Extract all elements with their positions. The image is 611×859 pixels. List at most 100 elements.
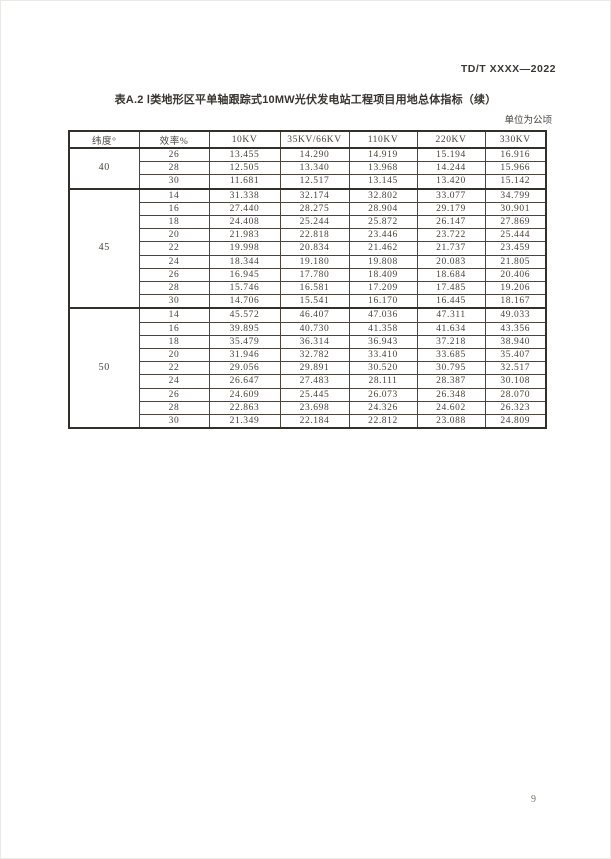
- indicator-value-cell: 26.323: [484, 400, 547, 416]
- efficiency-cell: 20: [138, 348, 210, 363]
- indicator-value-cell: 29.891: [279, 361, 350, 376]
- indicator-value-cell: 25.872: [348, 215, 418, 230]
- column-header: 220KV: [416, 130, 486, 149]
- table-row: 26 24.609 25.445 26.073 26.348 28.070: [69, 387, 547, 402]
- indicator-value-cell: 24.326: [348, 400, 418, 416]
- indicator-value-cell: 36.943: [348, 334, 418, 350]
- indicator-value-cell: 27.483: [279, 374, 350, 389]
- efficiency-cell: 30: [138, 174, 210, 190]
- indicator-value-cell: 18.409: [348, 267, 418, 283]
- indicator-value-cell: 40.730: [279, 321, 350, 336]
- indicator-value-cell: 32.802: [348, 187, 418, 203]
- indicator-value-cell: 22.818: [279, 228, 350, 243]
- table-row: 28 22.863 23.698 24.326 24.602 26.323: [69, 400, 547, 416]
- indicator-value-cell: 30.108: [484, 374, 547, 389]
- indicator-value-cell: 47.311: [416, 307, 486, 323]
- table-title: 表A.2 Ⅰ类地形区平单轴跟踪式10MW光伏发电站工程项目用地总体指标（续）: [114, 94, 497, 106]
- column-header: 330KV: [484, 130, 547, 149]
- indicator-table: 纬度° 效率% 10KV 35KV/66KV 110KV 220KV 330KV 40 26 1…: [68, 130, 547, 430]
- indicator-value-cell: 17.485: [416, 281, 486, 296]
- indicator-value-cell: 22.863: [208, 400, 281, 416]
- indicator-value-cell: 19.998: [208, 241, 281, 256]
- table-row: 18 24.408 25.244 25.872 26.147 27.869: [69, 215, 547, 230]
- indicator-value-cell: 45.572: [208, 307, 281, 323]
- column-header: 110KV: [348, 130, 418, 149]
- table-row: 30 11.681 12.517 13.145 13.420 15.142: [69, 174, 547, 190]
- indicator-value-cell: 16.170: [348, 294, 418, 309]
- efficiency-cell: 28: [138, 161, 210, 176]
- indicator-value-cell: 22.812: [348, 414, 418, 429]
- indicator-value-cell: 14.919: [348, 147, 418, 163]
- indicator-value-cell: 20.406: [484, 267, 547, 283]
- indicator-value-cell: 14.706: [208, 294, 281, 309]
- indicator-value-cell: 28.275: [279, 201, 350, 217]
- efficiency-cell: 14: [138, 187, 210, 203]
- indicator-value-cell: 19.206: [484, 281, 547, 296]
- indicator-value-cell: 26.348: [416, 387, 486, 402]
- efficiency-cell: 26: [138, 267, 210, 283]
- indicator-value-cell: 17.780: [279, 267, 350, 283]
- indicator-value-cell: 21.737: [416, 241, 486, 256]
- latitude-cell: 40: [68, 147, 140, 190]
- table-row: 28 12.505 13.340 13.968 14.244 15.966: [69, 161, 547, 176]
- indicator-value-cell: 25.244: [279, 215, 350, 230]
- indicator-value-cell: 23.459: [484, 241, 547, 256]
- indicator-value-cell: 16.945: [208, 267, 281, 283]
- table-row: 24 18.344 19.180 19.808 20.083 21.805: [69, 254, 547, 269]
- indicator-value-cell: 35.479: [208, 334, 281, 350]
- indicator-value-cell: 20.083: [416, 254, 486, 269]
- indicator-value-cell: 26.073: [348, 387, 418, 402]
- efficiency-cell: 28: [138, 400, 210, 416]
- efficiency-cell: 24: [138, 374, 210, 389]
- document-code: TD/T XXXX—2022: [460, 63, 556, 75]
- indicator-value-cell: 18.344: [208, 254, 281, 269]
- efficiency-cell: 30: [138, 414, 210, 429]
- indicator-value-cell: 33.077: [416, 187, 486, 203]
- indicator-value-cell: 19.808: [348, 254, 418, 269]
- indicator-value-cell: 23.698: [279, 400, 350, 416]
- indicator-value-cell: 25.444: [484, 228, 547, 243]
- indicator-value-cell: 20.834: [279, 241, 350, 256]
- efficiency-cell: 18: [138, 215, 210, 230]
- indicator-value-cell: 13.420: [416, 174, 486, 190]
- indicator-value-cell: 46.407: [279, 307, 350, 323]
- indicator-value-cell: 41.358: [348, 321, 418, 336]
- indicator-value-cell: 23.088: [416, 414, 486, 429]
- table-row: 50 14 45.572 46.407 47.036 47.311 49.033: [68, 307, 547, 429]
- indicator-value-cell: 28.387: [416, 374, 486, 389]
- indicator-value-cell: 13.340: [279, 161, 350, 176]
- efficiency-cell: 28: [138, 281, 210, 296]
- indicator-value-cell: 30.795: [416, 361, 486, 376]
- indicator-value-cell: 32.174: [279, 187, 350, 203]
- table-row: 26 16.945 17.780 18.409 18.684 20.406: [69, 267, 547, 283]
- table-row: 16 27.440 28.275 28.904 29.179 30.901: [69, 201, 547, 217]
- table-row: 28 15.746 16.581 17.209 17.485 19.206: [69, 281, 547, 296]
- table-body: 40 26 13.455 14.290 14.919 15.194 16.916 28 12.5…: [68, 147, 547, 429]
- indicator-value-cell: 15.194: [416, 147, 486, 163]
- indicator-value-cell: 16.581: [279, 281, 350, 296]
- indicator-value-cell: 15.966: [484, 161, 547, 176]
- indicator-value-cell: 28.070: [484, 387, 547, 402]
- indicator-value-cell: 11.681: [208, 174, 281, 190]
- indicator-value-cell: 23.446: [348, 228, 418, 243]
- indicator-value-cell: 14.290: [279, 147, 350, 163]
- table-header: 纬度° 效率% 10KV 35KV/66KV 110KV 220KV 330KV: [68, 130, 547, 149]
- indicator-value-cell: 24.609: [208, 387, 281, 402]
- latitude-cell: 50: [68, 307, 140, 429]
- indicator-value-cell: 13.968: [348, 161, 418, 176]
- indicator-value-cell: 35.407: [484, 348, 547, 363]
- indicator-value-cell: 29.056: [208, 361, 281, 376]
- indicator-value-cell: 18.684: [416, 267, 486, 283]
- indicator-value-cell: 15.746: [208, 281, 281, 296]
- indicator-value-cell: 21.983: [208, 228, 281, 243]
- indicator-value-cell: 30.901: [484, 201, 547, 217]
- table-row: 40 26 13.455 14.290 14.919 15.194 16.916: [68, 147, 547, 190]
- indicator-value-cell: 28.904: [348, 201, 418, 217]
- efficiency-cell: 30: [138, 294, 210, 309]
- indicator-value-cell: 23.722: [416, 228, 486, 243]
- indicator-value-cell: 33.685: [416, 348, 486, 363]
- indicator-value-cell: 24.602: [416, 400, 486, 416]
- efficiency-cell: 22: [138, 241, 210, 256]
- indicator-value-cell: 15.142: [484, 174, 547, 190]
- table-row: 22 19.998 20.834 21.462 21.737 23.459: [69, 241, 547, 256]
